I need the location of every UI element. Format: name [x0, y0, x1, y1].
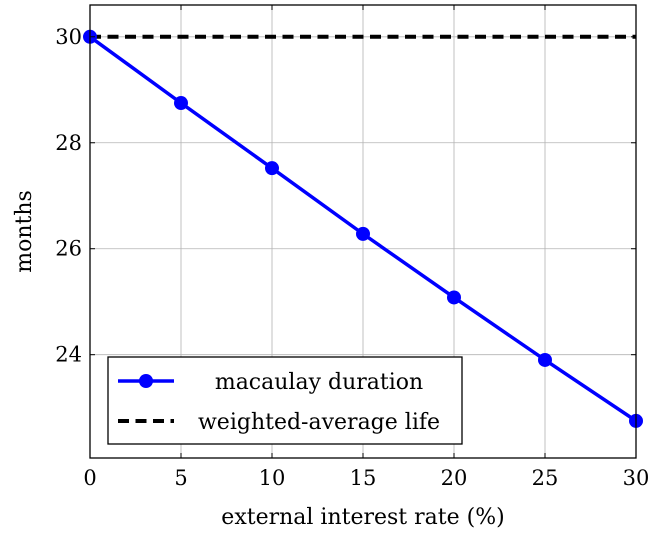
- data-point-macaulay-duration: [447, 290, 461, 305]
- data-point-macaulay-duration: [538, 352, 552, 367]
- y-tick-label: 30: [55, 25, 82, 49]
- x-tick-label: 25: [532, 466, 559, 490]
- legend: macaulay duration weighted-average life: [107, 356, 463, 445]
- x-tick-label: 5: [174, 466, 187, 490]
- legend-marker-macaulay-duration: [139, 374, 153, 388]
- x-tick-label: 20: [441, 466, 468, 490]
- y-tick-label: 28: [55, 131, 82, 155]
- data-point-macaulay-duration: [174, 96, 188, 111]
- ticks: 0 5 10 15 20 25 30 24 26 28 30: [55, 5, 648, 490]
- x-tick-label: 0: [83, 466, 96, 490]
- y-tick-label: 24: [55, 343, 82, 367]
- x-tick-label: 15: [350, 466, 377, 490]
- series-layer: [83, 29, 643, 428]
- y-axis-title: months: [12, 190, 37, 273]
- data-point-macaulay-duration: [265, 161, 279, 176]
- legend-label-macaulay-duration: macaulay duration: [215, 370, 423, 395]
- legend-label-weighted-average-life: weighted-average life: [198, 410, 440, 435]
- y-tick-label: 26: [55, 237, 82, 261]
- data-point-macaulay-duration: [356, 226, 370, 241]
- x-tick-label: 30: [623, 466, 648, 490]
- x-axis-title: external interest rate (%): [221, 505, 504, 530]
- legend-box: [107, 356, 463, 445]
- x-tick-label: 10: [259, 466, 286, 490]
